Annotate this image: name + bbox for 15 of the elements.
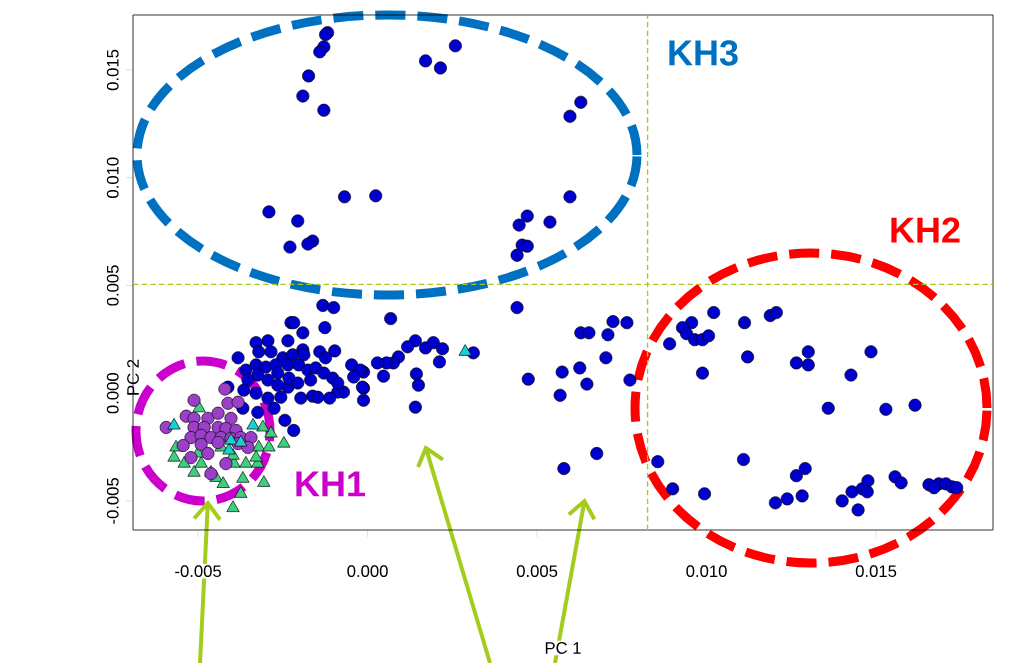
x-tick-label: -0.005 [175, 565, 222, 578]
y-tick-label: 0.015 [106, 49, 119, 91]
x-tick-label: 0.015 [855, 565, 897, 578]
x-axis-title: PC 1 [545, 642, 581, 654]
annotation: KH3 [669, 40, 738, 66]
y-tick-label: 0.010 [106, 157, 119, 198]
x-tick-label: 0.000 [347, 565, 388, 578]
y-tick-label: 0.005 [106, 265, 119, 306]
y-tick-label: -0.005 [106, 477, 119, 524]
x-tick-label: 0.005 [516, 565, 558, 578]
y-axis-title: PC 2 [127, 359, 139, 395]
y-tick-label: 0.000 [106, 372, 119, 414]
x-tick-label: 0.010 [686, 565, 727, 578]
annotation: KH1 [296, 471, 366, 497]
annotation: KH2 [891, 217, 960, 243]
